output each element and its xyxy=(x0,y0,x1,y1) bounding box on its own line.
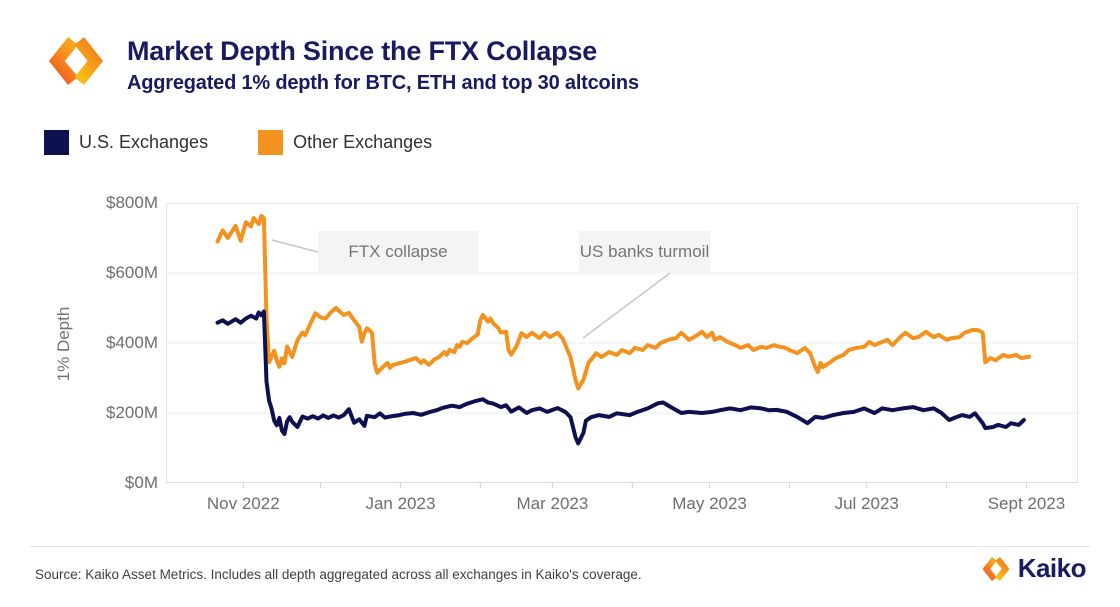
other-exchanges-swatch xyxy=(258,130,284,155)
y-axis-tick-label: $800M xyxy=(106,193,158,212)
y-axis-tick-label: $200M xyxy=(106,403,158,422)
us-exchanges-swatch xyxy=(44,130,69,155)
x-axis-tick-label: Jan 2023 xyxy=(365,494,436,513)
page-title: Market Depth Since the FTX Collapse xyxy=(127,36,598,66)
page-subtitle: Aggregated 1% depth for BTC, ETH and top… xyxy=(127,72,639,94)
source-note: Source: Kaiko Asset Metrics. Includes al… xyxy=(35,567,642,582)
y-axis-tick-label: $400M xyxy=(106,333,158,352)
brand-wordmark: Kaiko xyxy=(1017,553,1087,583)
footer-brand: Kaiko xyxy=(981,553,1087,584)
series-line-u-s-exchanges xyxy=(215,309,1026,446)
x-axis-tick-label: Sept 2023 xyxy=(987,494,1066,513)
kaiko-logo-icon xyxy=(982,556,1010,581)
annotation-ftx-collapse: FTX collapse xyxy=(318,231,478,272)
y-axis-tick-label: $600M xyxy=(106,263,158,282)
plot-area: FTX collapse US banks turmoil xyxy=(166,203,1078,488)
kaiko-logo-icon xyxy=(48,37,103,85)
x-axis: Nov 2022 Jan 2023 Mar 2023 May 2023 Jul 2023… xyxy=(166,493,1078,517)
line-chart xyxy=(166,203,1078,488)
y-axis: $0M $200M $400M $600M $800M xyxy=(40,193,158,492)
legend-item-other-exchanges: Other Exchanges xyxy=(258,130,432,155)
footer-divider xyxy=(30,546,1090,547)
x-axis-tick-label: May 2023 xyxy=(672,494,747,513)
series-line-other-exchanges xyxy=(215,213,1032,391)
legend-label: U.S. Exchanges xyxy=(79,132,209,152)
annotation-leader-line xyxy=(582,272,671,339)
y-axis-tick-label: $0M xyxy=(124,473,158,492)
x-axis-tick-label: Jul 2023 xyxy=(834,494,899,513)
x-axis-tick-label: Mar 2023 xyxy=(516,494,589,513)
x-axis-tick-label: Nov 2022 xyxy=(206,494,280,513)
annotation-leader-line xyxy=(271,239,319,253)
legend-label: Other Exchanges xyxy=(293,132,433,152)
annotation-us-banks-turmoil: US banks turmoil xyxy=(579,231,710,272)
chart-legend: U.S. Exchanges Other Exchanges xyxy=(44,130,468,155)
legend-item-us-exchanges: U.S. Exchanges xyxy=(44,130,208,155)
